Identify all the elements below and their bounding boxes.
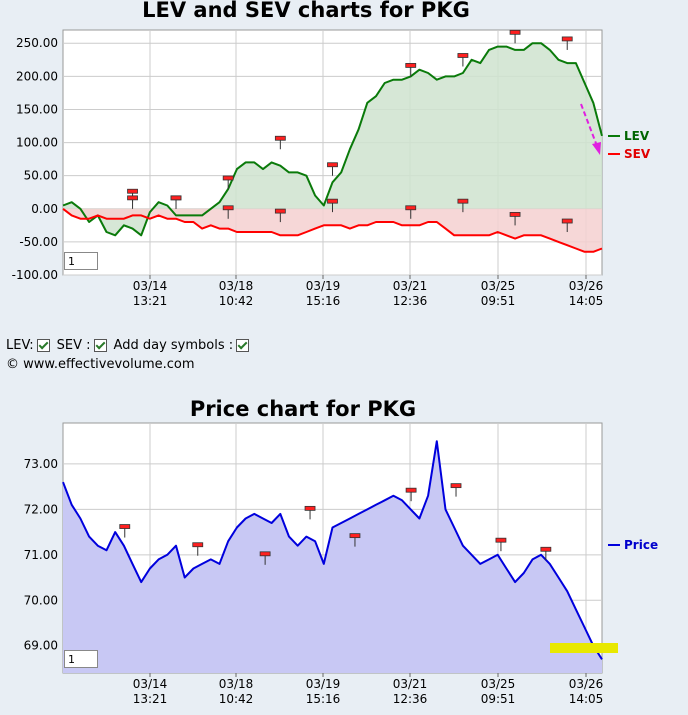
trend-arrow [580, 103, 601, 155]
price-y-tick-label: 70.00 [24, 593, 58, 607]
price-x-tick-time: 13:21 [133, 692, 168, 706]
price-day-flag [119, 524, 131, 529]
lev-sev-zoom-input[interactable]: 1 [64, 252, 98, 270]
lev-sev-x-tick-date: 03/14 [133, 279, 168, 293]
lev-sev-x-tick-time: 13:21 [133, 294, 168, 308]
price-x-tick-time: 09:51 [481, 692, 516, 706]
sev-legend-label: SEV [624, 147, 651, 161]
price-zoom-input[interactable]: 1 [64, 650, 98, 668]
price-area [63, 441, 602, 673]
sev-day-flag [405, 205, 417, 211]
lev-sev-day-flags [127, 29, 573, 233]
price-fill [63, 441, 602, 673]
price-day-flag [495, 537, 507, 543]
lev-sev-x-tick-time: 09:51 [481, 294, 516, 308]
lev-sev-x-tick-date: 03/25 [481, 279, 516, 293]
sev-day-flag [274, 208, 286, 214]
sev-series-line [62, 208, 603, 253]
lev-sev-y-tick-label: 100.00 [16, 136, 58, 150]
price-x-tick-time: 12:36 [393, 692, 428, 706]
sev-day-flag [509, 212, 521, 217]
sev-day-flag [170, 195, 182, 201]
price-x-tick-date: 03/19 [306, 677, 341, 691]
price-x-tick-date: 03/18 [219, 677, 254, 691]
price-x-tick-date: 03/26 [569, 677, 604, 691]
day-symbols-label: Add day symbols : [113, 338, 234, 353]
price-day-flag [349, 533, 361, 539]
lev-sev-x-tick-date: 03/21 [393, 279, 428, 293]
day-symbols-checkbox[interactable] [236, 339, 250, 352]
lev-toggle-label: LEV: [6, 338, 34, 353]
price-legend: Price [608, 538, 658, 552]
lev-day-flag [274, 135, 286, 141]
lev-sev-y-tick-label: 250.00 [16, 36, 58, 50]
chart-controls: LEV: SEV : Add day symbols : [6, 338, 253, 353]
price-x-tick-date: 03/21 [393, 677, 428, 691]
price-series-line [62, 440, 603, 660]
lev-day-flag [405, 63, 417, 68]
price-day-flag [304, 505, 316, 511]
lev-sev-lines [62, 42, 603, 253]
price-y-axis: 73.00 72.00 71.00 70.00 69.00 [24, 457, 58, 653]
lev-sev-y-axis: 250.00 200.00 150.00 100.00 50.00 0.00 -50.00 -… [12, 36, 58, 282]
lev-day-flag [561, 36, 573, 42]
price-day-flag [450, 483, 462, 489]
price-day-flag [405, 487, 417, 493]
lev-sev-x-tick-time: 10:42 [219, 294, 254, 308]
lev-sev-y-tick-label: 150.00 [16, 102, 58, 116]
lev-day-flag [509, 29, 521, 35]
lev-day-flag [457, 53, 469, 58]
price-legend-label: Price [624, 538, 658, 552]
lev-sev-fills [63, 43, 602, 252]
price-x-tick-date: 03/14 [133, 677, 168, 691]
lev-sev-legend: LEV SEV [608, 129, 651, 161]
lev-sev-y-tick-label: 50.00 [24, 169, 58, 183]
lev-sev-x-tick-date: 03/18 [219, 279, 254, 293]
sev-day-flag [457, 198, 469, 204]
sev-area [63, 208, 602, 252]
price-day-flag [192, 542, 204, 548]
lev-series-line [62, 42, 603, 237]
sev-checkbox[interactable] [93, 339, 107, 352]
lev-checkbox[interactable] [36, 339, 50, 352]
copyright-text: © www.effectivevolume.com [6, 357, 195, 372]
lev-sev-x-tick-time: 12:36 [393, 294, 428, 308]
lev-day-flag [327, 162, 338, 168]
price-line [62, 440, 618, 660]
price-y-tick-label: 69.00 [24, 639, 58, 653]
price-day-flags [119, 483, 552, 565]
price-y-tick-label: 73.00 [24, 457, 58, 471]
price-highlight-marker [550, 643, 618, 653]
lev-area [63, 43, 602, 236]
sev-day-flag [222, 205, 234, 211]
lev-sev-x-tick-time: 15:16 [306, 294, 341, 308]
lev-day-flag [127, 188, 138, 194]
sev-day-flag [327, 198, 338, 204]
lev-sev-chart-title: LEV and SEV charts for PKG [142, 0, 470, 22]
price-x-tick-time: 10:42 [219, 692, 254, 706]
sev-toggle-label: SEV : [56, 338, 91, 353]
lev-sev-x-tick-date: 03/19 [306, 279, 341, 293]
sev-day-flag [127, 195, 138, 201]
price-x-tick-date: 03/25 [481, 677, 516, 691]
lev-day-flag [222, 175, 234, 181]
price-x-tick-time: 14:05 [569, 692, 604, 706]
price-chart-title: Price chart for PKG [190, 397, 416, 421]
lev-sev-x-tick-time: 14:05 [569, 294, 604, 308]
lev-sev-y-tick-label: 0.00 [31, 202, 58, 216]
price-y-tick-label: 72.00 [24, 502, 58, 516]
lev-legend-label: LEV [624, 129, 650, 143]
price-x-tick-time: 15:16 [306, 692, 341, 706]
lev-sev-y-tick-label: -100.00 [12, 268, 58, 282]
lev-sev-y-tick-label: 200.00 [16, 69, 58, 83]
lev-sev-x-tick-date: 03/26 [569, 279, 604, 293]
sev-day-flag [561, 218, 573, 224]
price-y-tick-label: 71.00 [24, 548, 58, 562]
price-day-flag [259, 551, 271, 557]
lev-sev-y-tick-label: -50.00 [19, 235, 58, 249]
price-day-flag [540, 546, 552, 552]
